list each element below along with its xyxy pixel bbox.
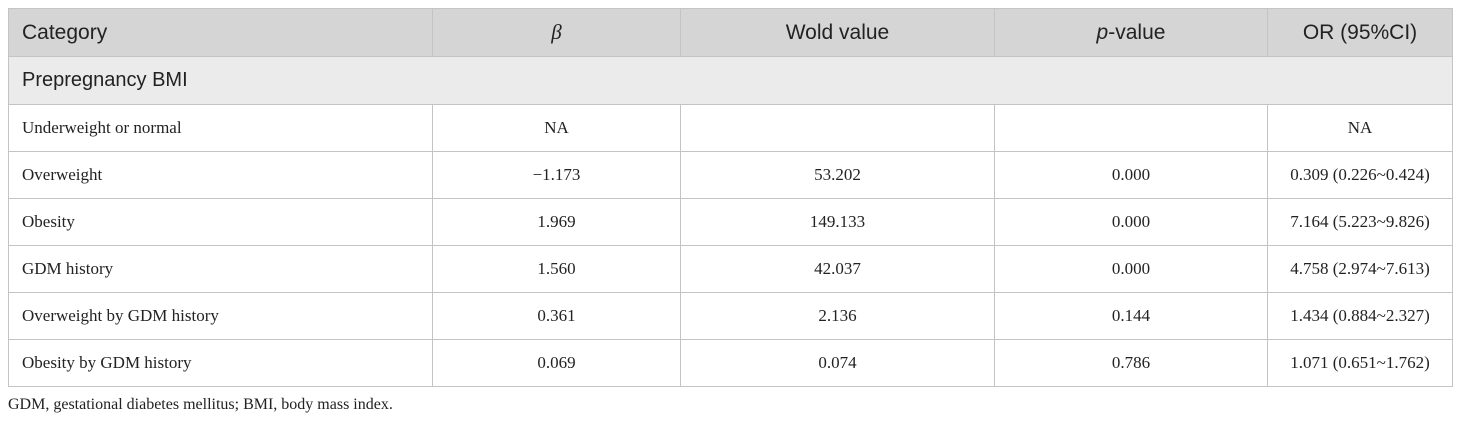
table-cell: 1.434 (0.884~2.327) [1267, 292, 1453, 340]
table-cell [680, 104, 995, 152]
table-cell: 2.136 [680, 292, 995, 340]
table-cell: Underweight or normal [8, 104, 433, 152]
table-cell: Obesity [8, 198, 433, 246]
table-cell: GDM history [8, 245, 433, 293]
section-row: Prepregnancy BMI [8, 56, 1453, 105]
table-cell: 0.000 [994, 151, 1268, 199]
table-cell: Obesity by GDM history [8, 339, 433, 387]
table-cell: 1.071 (0.651~1.762) [1267, 339, 1453, 387]
table-cell: 0.144 [994, 292, 1268, 340]
data-row: Obesity 1.969 149.133 0.000 7.164 (5.223~9.8… [8, 198, 1453, 246]
table-cell: 1.560 [432, 245, 681, 293]
table-cell [994, 104, 1268, 152]
table-cell: 0.069 [432, 339, 681, 387]
table-cell: 0.786 [994, 339, 1268, 387]
header-cell: Wold value [680, 8, 995, 57]
table-cell: −1.173 [432, 151, 681, 199]
header-cell: p-value [994, 8, 1268, 57]
data-row: Overweight −1.173 53.202 0.000 0.309 (0.226~… [8, 151, 1453, 199]
table-cell: 0.309 (0.226~0.424) [1267, 151, 1453, 199]
header-cell: β [432, 8, 681, 57]
table-cell: 53.202 [680, 151, 995, 199]
header-text: -value [1108, 20, 1166, 44]
table-cell: 0.074 [680, 339, 995, 387]
table-cell: 0.000 [994, 198, 1268, 246]
footnote: GDM, gestational diabetes mellitus; BMI,… [8, 396, 393, 413]
results-table: Category β Wold value p-value OR (95%CI)… [8, 8, 1453, 387]
table-cell: Overweight [8, 151, 433, 199]
table-cell: 0.000 [994, 245, 1268, 293]
section-cell: Prepregnancy BMI [8, 56, 1453, 105]
header-italic: p [1096, 20, 1109, 44]
table-cell: 42.037 [680, 245, 995, 293]
data-row: GDM history 1.560 42.037 0.000 4.758 (2.974~… [8, 245, 1453, 293]
header-cell: Category [8, 8, 433, 57]
data-row: Underweight or normal NA NA [8, 104, 1453, 152]
table-cell: 0.361 [432, 292, 681, 340]
data-row: Overweight by GDM history 0.361 2.136 0.144… [8, 292, 1453, 340]
table-cell: Overweight by GDM history [8, 292, 433, 340]
table-cell: 7.164 (5.223~9.826) [1267, 198, 1453, 246]
data-row: Obesity by GDM history 0.069 0.074 0.786 1.0… [8, 339, 1453, 387]
table-cell: 4.758 (2.974~7.613) [1267, 245, 1453, 293]
header-cell: OR (95%CI) [1267, 8, 1453, 57]
table-cell: NA [1267, 104, 1453, 152]
table-cell: NA [432, 104, 681, 152]
header-row: Category β Wold value p-value OR (95%CI) [8, 8, 1453, 57]
table-cell: 1.969 [432, 198, 681, 246]
table-cell: 149.133 [680, 198, 995, 246]
